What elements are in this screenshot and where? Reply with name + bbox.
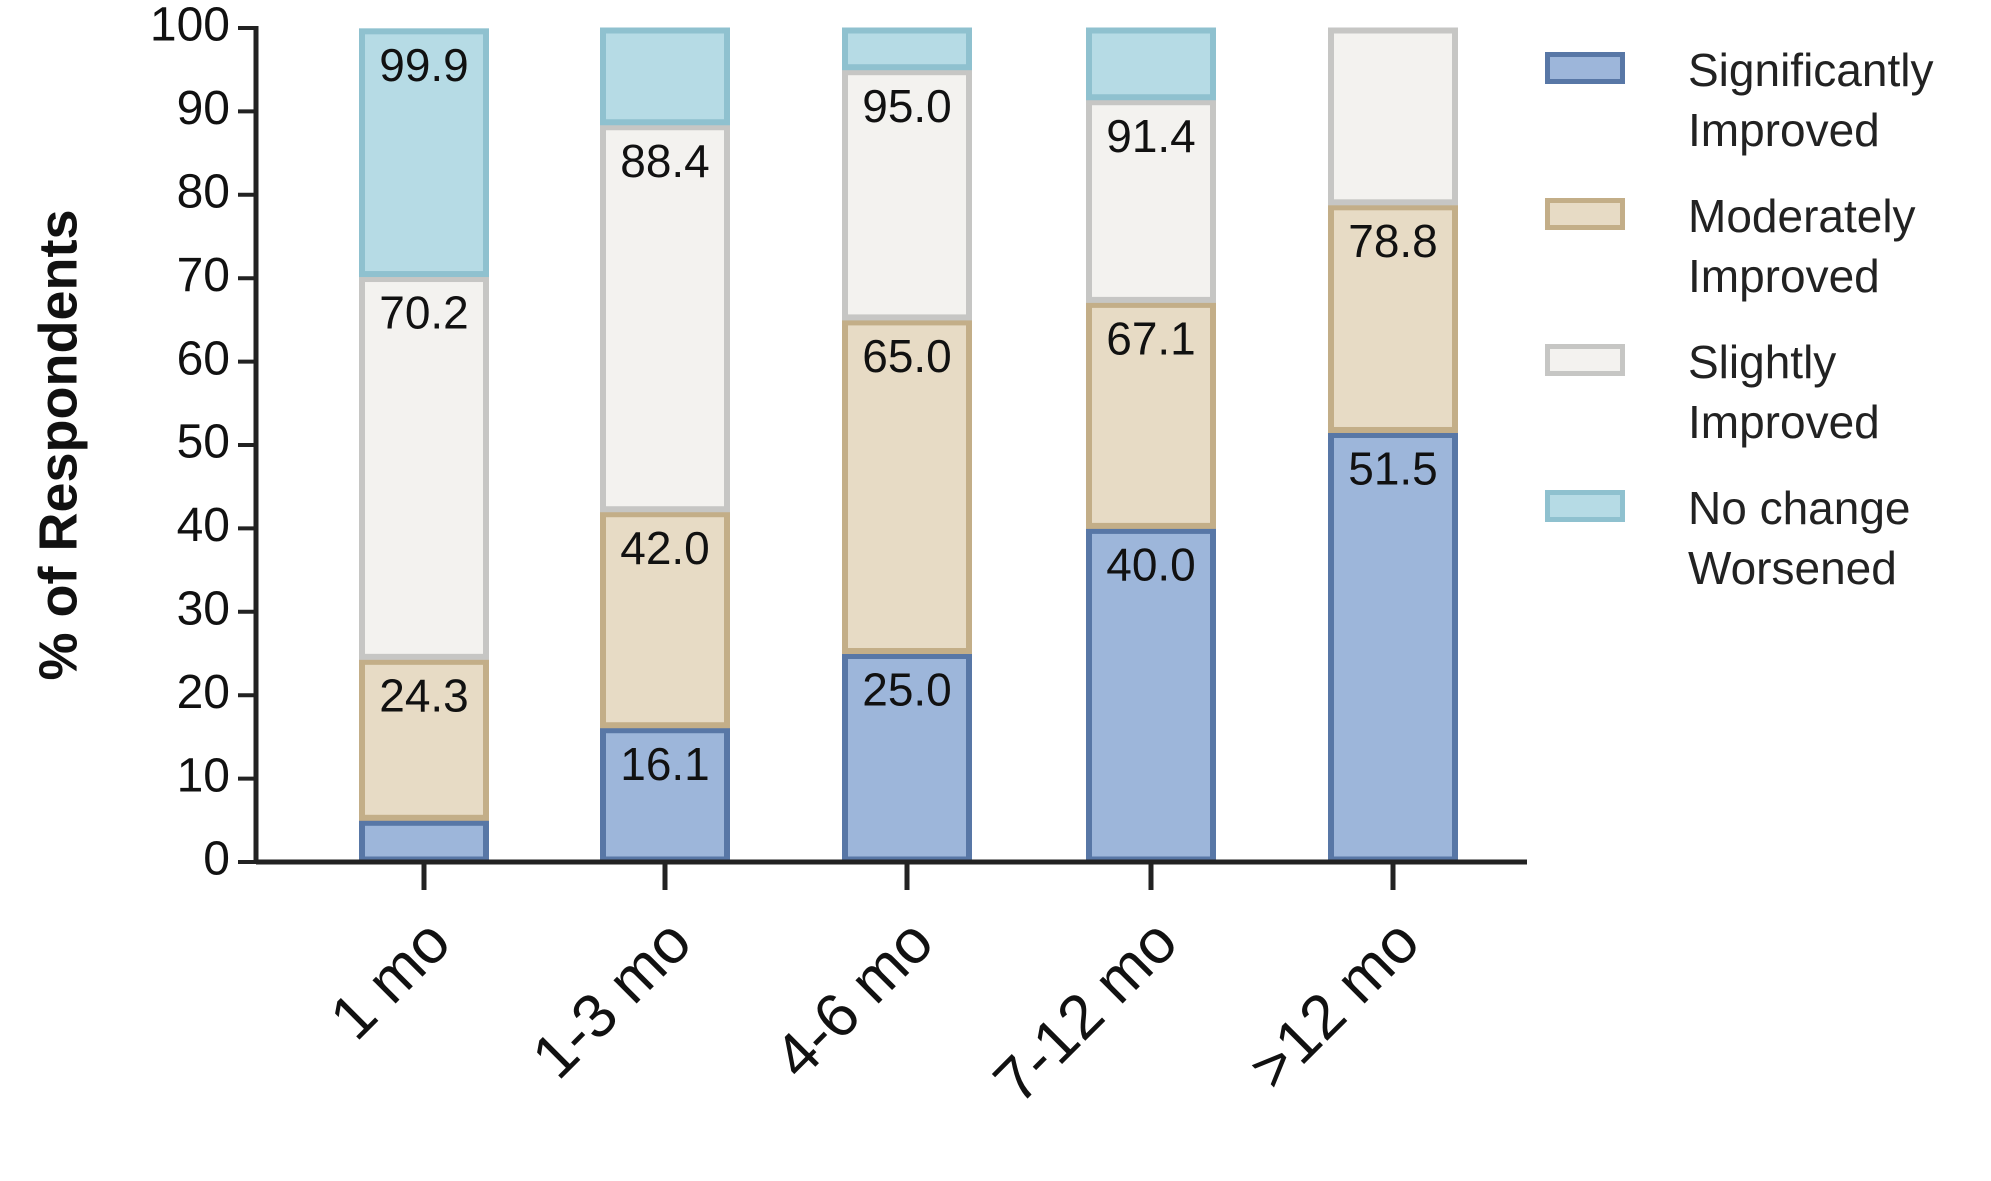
bar-segment [1086, 527, 1216, 863]
y-tick-label: 30 [177, 582, 230, 635]
data-label: 51.5 [1348, 443, 1438, 495]
bar-segment [359, 28, 489, 278]
y-tick-label: 80 [177, 165, 230, 218]
bar-segment [359, 819, 489, 863]
bar-segment [359, 276, 489, 660]
bar-segment [842, 69, 972, 321]
data-label: 16.1 [620, 738, 710, 790]
data-label: 24.3 [379, 669, 469, 721]
y-tick-label: 0 [203, 833, 230, 886]
bar-segment [600, 27, 730, 126]
legend-label: Slightly Improved [1688, 336, 1880, 448]
data-label: 88.4 [620, 135, 710, 187]
legend-swatch [1545, 198, 1625, 230]
data-label: 67.1 [1106, 313, 1196, 365]
x-tick-label: >12 mo [1236, 907, 1432, 1103]
legend-swatch [1545, 52, 1625, 84]
y-axis-title: % of Respondents [28, 209, 88, 680]
legend-swatch [1545, 490, 1625, 522]
bar-segment [600, 511, 730, 729]
chart: % of Respondents 0 10 20 30 40 50 60 70 80 90 100 2… [28, 0, 1527, 1117]
legend: Significantly Improved Moderately Improve… [1545, 40, 1985, 624]
legend-item: Moderately Improved [1545, 186, 1985, 332]
bar-segment [600, 727, 730, 863]
bar-segment [359, 658, 489, 821]
data-label: 42.0 [620, 522, 710, 574]
y-tick-label: 10 [177, 749, 230, 802]
bar-segment [1086, 99, 1216, 303]
legend-label: No change Worsened [1688, 482, 1911, 594]
y-tick-label: 50 [177, 416, 230, 469]
y-tick-label: 60 [177, 332, 230, 385]
y-tick-label: 20 [177, 666, 230, 719]
bar-segment [842, 653, 972, 863]
y-tick-label: 100 [150, 0, 230, 52]
x-tick-label: 1-3 mo [519, 907, 704, 1092]
data-label: 99.9 [379, 39, 469, 91]
x-tick-label: 7-12 mo [981, 907, 1191, 1117]
bar-segment [1086, 27, 1216, 101]
bar-segment [1328, 204, 1458, 433]
legend-item: No change Worsened [1545, 478, 1985, 624]
bar-segment [842, 319, 972, 654]
data-label: 25.0 [862, 664, 952, 716]
data-label: 65.0 [862, 330, 952, 382]
data-label: 78.8 [1348, 215, 1438, 267]
data-label: 70.2 [379, 287, 469, 339]
legend-label: Moderately Improved [1688, 190, 1916, 302]
data-label: 95.0 [862, 80, 952, 132]
bar-segment [1086, 301, 1216, 529]
y-tick-label: 70 [177, 249, 230, 302]
y-tick-label: 90 [177, 82, 230, 135]
x-tick-label: 1 mo [317, 907, 463, 1053]
bar-segment [600, 124, 730, 513]
bar-segment [1328, 27, 1458, 206]
bar-segment [1328, 431, 1458, 863]
legend-item: Significantly Improved [1545, 40, 1985, 186]
x-tick-label: 4-6 mo [761, 907, 946, 1092]
legend-label: Significantly Improved [1688, 44, 1934, 156]
data-label: 91.4 [1106, 110, 1196, 162]
legend-item: Slightly Improved [1545, 332, 1985, 478]
y-tick-label: 40 [177, 499, 230, 552]
bar-segment [842, 27, 972, 71]
legend-swatch [1545, 344, 1625, 376]
data-label: 40.0 [1106, 539, 1196, 591]
